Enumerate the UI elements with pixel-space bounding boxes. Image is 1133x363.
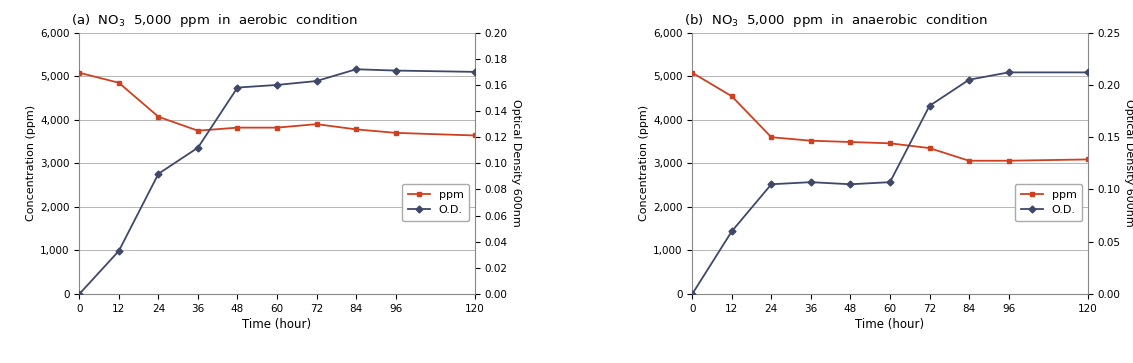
O.D.: [73, 292, 86, 296]
X-axis label: Time (hour): Time (hour): [855, 318, 925, 331]
ppm: [231, 126, 245, 130]
O.D.: [804, 180, 818, 184]
O.D.: [1002, 70, 1015, 74]
O.D.: [883, 180, 896, 184]
O.D.: [389, 68, 402, 73]
X-axis label: Time (hour): Time (hour): [242, 318, 312, 331]
ppm: [844, 140, 858, 144]
ppm: [962, 159, 976, 163]
ppm: [1081, 157, 1094, 162]
ppm: [804, 139, 818, 143]
O.D.: [309, 79, 323, 83]
O.D.: [152, 172, 165, 176]
Text: (a)  NO$_3$  5,000  ppm  in  aerobic  condition: (a) NO$_3$ 5,000 ppm in aerobic conditio…: [71, 12, 358, 29]
O.D.: [112, 249, 126, 253]
O.D.: [349, 67, 363, 72]
Line: O.D.: O.D.: [690, 70, 1090, 297]
Y-axis label: Concentration (ppm): Concentration (ppm): [639, 105, 649, 221]
O.D.: [844, 182, 858, 187]
ppm: [725, 94, 739, 98]
ppm: [152, 115, 165, 119]
Text: (b)  NO$_3$  5,000  ppm  in  anaerobic  condition: (b) NO$_3$ 5,000 ppm in anaerobic condit…: [684, 12, 988, 29]
O.D.: [191, 146, 205, 150]
Line: ppm: ppm: [690, 70, 1090, 163]
Y-axis label: Concentration (ppm): Concentration (ppm): [26, 105, 36, 221]
ppm: [73, 70, 86, 75]
O.D.: [765, 182, 778, 187]
ppm: [765, 135, 778, 139]
O.D.: [725, 229, 739, 233]
O.D.: [468, 70, 482, 74]
Y-axis label: Optical Density 600nm: Optical Density 600nm: [511, 99, 521, 227]
Legend: ppm, O.D.: ppm, O.D.: [1015, 184, 1082, 221]
ppm: [389, 131, 402, 135]
ppm: [112, 81, 126, 85]
ppm: [271, 126, 284, 130]
Y-axis label: Optical Density 600nm: Optical Density 600nm: [1124, 99, 1133, 227]
O.D.: [1081, 70, 1094, 74]
O.D.: [922, 104, 936, 108]
ppm: [883, 141, 896, 146]
ppm: [309, 122, 323, 126]
Line: ppm: ppm: [77, 70, 477, 138]
Line: O.D.: O.D.: [77, 67, 477, 297]
O.D.: [962, 78, 976, 82]
ppm: [922, 146, 936, 150]
ppm: [1002, 159, 1015, 163]
ppm: [685, 70, 699, 75]
O.D.: [231, 85, 245, 90]
O.D.: [685, 292, 699, 296]
O.D.: [271, 83, 284, 87]
ppm: [349, 127, 363, 131]
ppm: [468, 133, 482, 138]
ppm: [191, 129, 205, 133]
Legend: ppm, O.D.: ppm, O.D.: [402, 184, 469, 221]
